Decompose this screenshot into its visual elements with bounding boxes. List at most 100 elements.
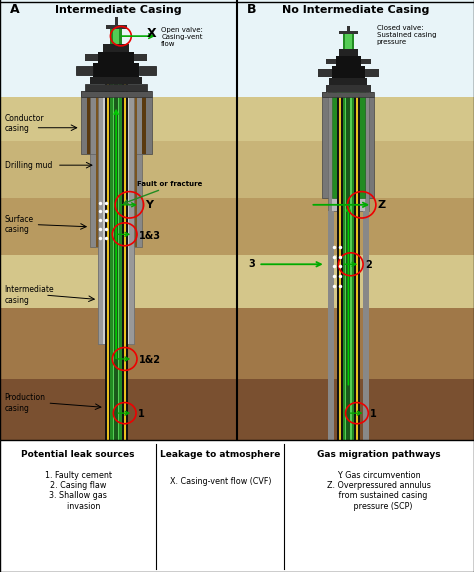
Bar: [329, 78, 367, 85]
Bar: [109, 44, 124, 440]
Bar: [0, 256, 237, 308]
Bar: [87, 93, 146, 154]
Text: Gas migration pathways: Gas migration pathways: [318, 450, 441, 459]
Bar: [81, 91, 85, 97]
Bar: [363, 212, 369, 396]
Bar: [332, 90, 365, 212]
Bar: [76, 66, 93, 75]
Bar: [113, 27, 119, 45]
Bar: [322, 97, 374, 198]
Bar: [103, 45, 129, 53]
Bar: [237, 308, 474, 379]
Bar: [345, 33, 352, 49]
Bar: [98, 53, 134, 63]
Bar: [347, 26, 350, 31]
Bar: [326, 58, 336, 64]
Bar: [93, 63, 139, 77]
Bar: [332, 93, 365, 198]
Bar: [114, 44, 118, 440]
Text: Fault or fracture: Fault or fracture: [137, 181, 203, 187]
Bar: [322, 92, 374, 97]
Text: 1. Faulty cement
2. Casing flaw
3. Shallow gas
    invasion: 1. Faulty cement 2. Casing flaw 3. Shall…: [45, 471, 112, 511]
Bar: [343, 33, 354, 49]
Bar: [106, 25, 127, 29]
Bar: [328, 212, 334, 440]
Bar: [346, 97, 350, 440]
Text: Production
casing: Production casing: [5, 394, 46, 413]
Bar: [85, 54, 98, 61]
Bar: [0, 379, 237, 440]
Bar: [332, 66, 365, 78]
Text: Intermediate
casing: Intermediate casing: [5, 285, 55, 305]
Bar: [115, 17, 118, 25]
Text: Open valve:
Casing-vent
flow: Open valve: Casing-vent flow: [161, 27, 203, 47]
Bar: [343, 97, 354, 440]
Bar: [139, 66, 156, 75]
Text: Y. Gas circumvention
Z. Overpressured annulus
   from sustained casing
   pressu: Y. Gas circumvention Z. Overpressured an…: [327, 471, 431, 511]
Bar: [98, 97, 134, 344]
Bar: [365, 69, 379, 77]
Bar: [370, 92, 374, 97]
Text: Leakage to atmosphere: Leakage to atmosphere: [160, 450, 281, 459]
Bar: [98, 93, 134, 344]
Bar: [237, 141, 474, 198]
Bar: [339, 97, 358, 440]
Text: 2: 2: [365, 260, 372, 270]
Text: Intermediate Casing: Intermediate Casing: [55, 5, 182, 15]
Bar: [0, 308, 237, 379]
Bar: [363, 212, 369, 440]
Text: X. Casing-vent flow (CVF): X. Casing-vent flow (CVF): [170, 477, 271, 486]
Bar: [87, 97, 146, 154]
Text: 1&3: 1&3: [139, 231, 161, 241]
Text: Z: Z: [378, 200, 386, 210]
Bar: [81, 97, 152, 154]
Text: 1: 1: [370, 409, 377, 419]
Bar: [113, 44, 119, 440]
Bar: [0, 141, 237, 198]
Bar: [90, 97, 142, 154]
Bar: [337, 97, 360, 440]
Bar: [328, 93, 369, 198]
Text: 1: 1: [138, 409, 145, 419]
Bar: [237, 256, 474, 308]
Text: Drilling mud: Drilling mud: [5, 161, 52, 170]
Bar: [81, 91, 152, 97]
Bar: [103, 90, 129, 344]
Text: 1&2: 1&2: [139, 355, 161, 365]
Bar: [0, 198, 237, 256]
Bar: [103, 97, 129, 344]
Text: 3: 3: [249, 259, 255, 269]
Bar: [87, 97, 90, 154]
Bar: [339, 49, 358, 57]
Bar: [326, 85, 371, 92]
Text: B: B: [246, 3, 256, 16]
Bar: [237, 97, 474, 141]
Bar: [105, 44, 128, 440]
Bar: [339, 31, 358, 34]
Text: X: X: [147, 26, 156, 39]
Bar: [0, 97, 237, 141]
Bar: [328, 212, 334, 396]
Bar: [336, 57, 361, 66]
Text: Conductor
casing: Conductor casing: [5, 114, 45, 133]
Bar: [0, 0, 474, 97]
Bar: [96, 90, 137, 247]
Text: Surface
casing: Surface casing: [5, 215, 34, 235]
Bar: [85, 84, 147, 91]
Bar: [147, 91, 152, 97]
Bar: [96, 97, 137, 247]
Bar: [110, 27, 122, 45]
Bar: [142, 97, 146, 154]
Bar: [107, 44, 126, 440]
Text: Potential leak sources: Potential leak sources: [21, 450, 135, 459]
Bar: [361, 58, 371, 64]
Bar: [345, 97, 352, 440]
Bar: [90, 93, 142, 247]
Bar: [328, 93, 369, 212]
Bar: [341, 97, 356, 440]
Text: Y: Y: [146, 200, 154, 210]
Bar: [318, 69, 332, 77]
Bar: [237, 198, 474, 256]
Bar: [237, 379, 474, 440]
Bar: [134, 54, 147, 61]
